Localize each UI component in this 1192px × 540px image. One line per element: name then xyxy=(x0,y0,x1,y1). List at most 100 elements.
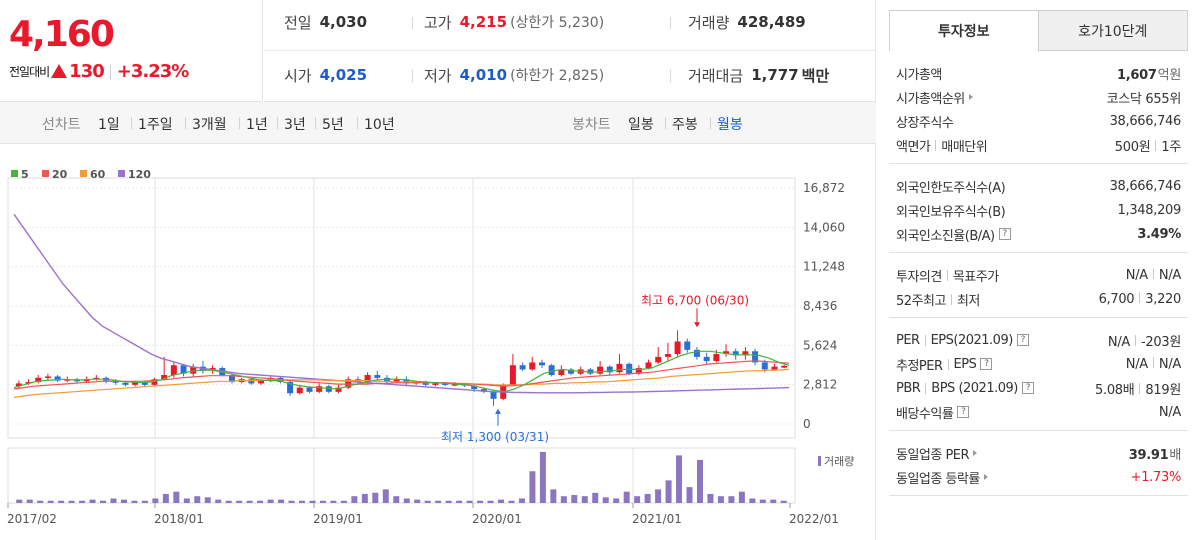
info-value-unit: 억원 xyxy=(1157,67,1182,83)
candle-body xyxy=(752,351,759,363)
price-plot-frame xyxy=(7,177,796,439)
info-row-key: 추정PER EPS? xyxy=(896,355,993,374)
info-row: 동일업종 PER 39.91배 xyxy=(896,441,1181,465)
period-4[interactable]: 1년 xyxy=(246,117,268,133)
info-row-key: PER EPS(2021.09)? xyxy=(896,333,1029,348)
info-row: 배당수익률? N/A xyxy=(896,400,1181,424)
candle-body xyxy=(451,384,458,386)
volume-bar xyxy=(309,500,316,503)
stock-main-panel: 4,160 전일대비 130 +3.23% 전일 4,030 고가 4,215 … xyxy=(0,0,876,540)
info-key-label-2: EPS xyxy=(953,356,977,372)
candle-body xyxy=(122,382,129,385)
info-row-value: 6,700 3,220 xyxy=(1099,291,1181,307)
info-value-text: 5.08배 xyxy=(1095,382,1135,398)
candle-period-3[interactable]: 월봉 xyxy=(717,117,743,133)
help-icon[interactable]: ? xyxy=(980,358,993,370)
candle-period-2[interactable]: 주봉 xyxy=(672,117,698,133)
volume-bar xyxy=(655,489,662,503)
info-row-key[interactable]: 동일업종 PER xyxy=(896,444,978,463)
volume-bar xyxy=(602,497,609,503)
info-key-label: PBR xyxy=(896,380,921,396)
candle-period-1[interactable]: 일봉 xyxy=(628,117,654,133)
candle-body xyxy=(490,391,497,399)
info-row-value: 39.91배 xyxy=(1129,444,1182,463)
volume-value: 428,489 xyxy=(737,13,806,31)
volume-bar xyxy=(236,500,243,503)
volume-bar xyxy=(37,500,44,503)
y-tick-label: 14,060 xyxy=(803,220,845,234)
volume-bar xyxy=(110,498,117,503)
info-section-5: 동일업종 PER 39.91배 동일업종 등락률 +1.73% xyxy=(889,431,1188,496)
candle-body xyxy=(267,377,274,381)
divider xyxy=(315,117,316,129)
candle-body xyxy=(538,362,545,366)
info-key-label: 시가총액 xyxy=(896,67,942,83)
period-6[interactable]: 5년 xyxy=(322,117,344,133)
divider xyxy=(924,334,926,346)
info-row-value: 38,666,746 xyxy=(1110,114,1182,129)
candle-body xyxy=(713,354,720,362)
period-7[interactable]: 10년 xyxy=(364,117,395,133)
volume-bar xyxy=(539,452,546,503)
candle-body xyxy=(180,365,187,374)
help-icon[interactable]: ? xyxy=(1016,334,1029,346)
info-row-key[interactable]: 동일업종 등락률 xyxy=(896,468,988,487)
volume-bar xyxy=(665,480,672,503)
change-percent: +3.23% xyxy=(116,61,190,82)
volume-bar xyxy=(47,500,54,503)
high-arrow-head xyxy=(694,322,700,328)
info-row-key: 52주최고 최저 xyxy=(896,290,980,309)
info-value-text: N/A xyxy=(1158,404,1181,420)
change-label: 전일대비 xyxy=(9,65,50,79)
candle-body xyxy=(568,369,575,374)
volume-bar xyxy=(738,491,745,503)
help-icon[interactable]: ? xyxy=(957,406,970,418)
info-row: 외국인한도주식수(A) 38,666,746 xyxy=(896,174,1181,198)
period-3[interactable]: 3개월 xyxy=(192,117,227,133)
info-value-bold: 3.49% xyxy=(1137,226,1181,242)
divider xyxy=(131,117,132,129)
candle-body xyxy=(771,366,778,370)
candle-body xyxy=(781,365,788,368)
y-tick-label: 11,248 xyxy=(803,260,845,274)
candle-body xyxy=(248,379,255,384)
volume-plot-frame xyxy=(7,447,796,504)
current-price-box: 4,160 전일대비 130 +3.23% xyxy=(0,0,263,102)
low-price: 저가 4,010 (하한가 2,825) xyxy=(424,65,604,85)
volume-bar xyxy=(728,496,735,503)
info-row-key: 시가총액 xyxy=(896,64,942,83)
info-key-label: 투자의견 xyxy=(896,269,942,285)
help-icon[interactable]: ? xyxy=(1021,382,1034,394)
info-section-3: 투자의견 목표주가 N/A N/A 52주최고 최저 6,700 3,220 xyxy=(889,253,1188,318)
info-row-key: 외국인한도주식수(A) xyxy=(896,177,1006,196)
period-5[interactable]: 3년 xyxy=(284,117,306,133)
candle-body xyxy=(44,376,51,378)
candle-body xyxy=(141,382,148,385)
high-value: 4,215 xyxy=(459,13,508,31)
candle-body xyxy=(635,368,642,374)
high-label: 고가 xyxy=(424,13,452,32)
candle-body xyxy=(170,365,177,376)
info-key-label-2: 매매단위 xyxy=(941,139,988,155)
tab-order-book[interactable]: 호가10단계 xyxy=(1038,10,1188,51)
volume-bar xyxy=(382,489,389,503)
period-2[interactable]: 1주일 xyxy=(138,117,173,133)
candle-chart-label: 봉차트 xyxy=(572,117,611,133)
info-section-1: 시가총액 1,607억원 시가총액순위 코스닥 655위 상장주식수 38,666,746… xyxy=(889,51,1188,164)
low-value: 4,010 xyxy=(459,66,508,84)
divider xyxy=(277,117,278,129)
period-1[interactable]: 1일 xyxy=(98,117,120,133)
prev-close: 전일 4,030 xyxy=(284,12,367,32)
tab-investment-info[interactable]: 투자정보 xyxy=(889,10,1039,51)
high-price: 고가 4,215 (상한가 5,230) xyxy=(424,12,604,32)
volume-bar xyxy=(68,500,75,503)
candle-body xyxy=(674,341,681,355)
info-value-bold: 1,607 xyxy=(1117,67,1157,83)
info-key-label: 배당수익률 xyxy=(896,406,954,422)
info-row-key[interactable]: 시가총액순위 xyxy=(896,88,973,107)
volume-bar xyxy=(676,455,683,503)
info-row-key: 상장주식수 xyxy=(896,112,954,131)
help-icon[interactable]: ? xyxy=(998,228,1011,240)
info-row-value: N/A xyxy=(1159,405,1181,420)
info-key-label: 52주최고 xyxy=(896,293,946,309)
